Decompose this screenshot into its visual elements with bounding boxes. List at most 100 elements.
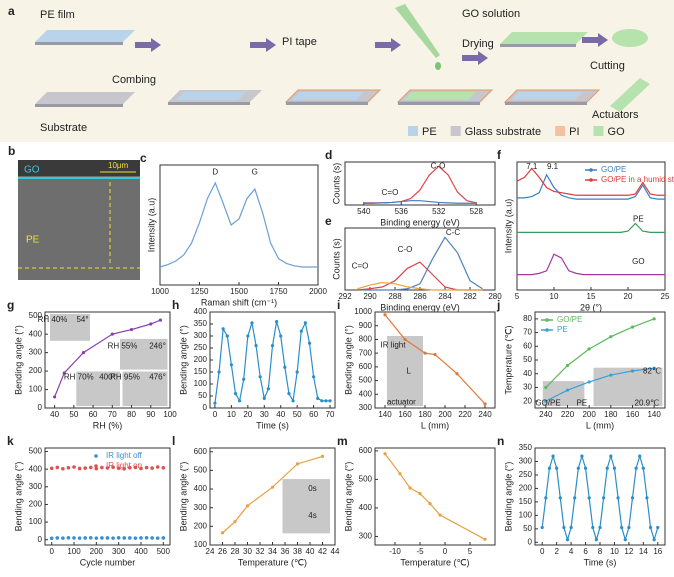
- chart: e 292 290 288 286 284 282 280 Binding energy (eV…: [325, 214, 502, 312]
- data-point: [558, 496, 562, 500]
- chart: n0 2 4 6 8 10 12 14 16050100150200250300350Time …: [497, 434, 666, 567]
- data-point: [569, 525, 573, 530]
- data-point: [307, 341, 312, 345]
- x-tick-label: 8: [598, 547, 603, 556]
- y-tick-label: 300: [29, 348, 43, 357]
- x-tick-label: 28: [231, 547, 240, 556]
- inset-image: [542, 381, 585, 407]
- data-point: [652, 538, 656, 542]
- inset-image: [50, 313, 90, 341]
- x-tick-label: 38: [293, 547, 302, 556]
- y-axis-label: Bending angle (°): [503, 462, 513, 532]
- data-point: [155, 465, 160, 469]
- chart: m -10 -5 0 5 300 400 500 600 Temperature (℃) Bendi…: [337, 434, 496, 567]
- y-tick-label: 40: [523, 369, 532, 378]
- annotation: C=O: [352, 262, 369, 271]
- annotation: IR light: [381, 341, 407, 350]
- chart: c 1000 1250 1500 1750 2000 Raman shift (cm⁻¹) I…: [140, 151, 327, 307]
- data-point: [605, 466, 609, 470]
- step-label: PI tape: [282, 36, 317, 48]
- data-point: [116, 535, 121, 540]
- x-tick-label: 30: [260, 410, 269, 419]
- x-tick-label: 36: [281, 547, 290, 556]
- sem-label: PE: [26, 235, 40, 246]
- data-point: [398, 472, 402, 476]
- data-point: [100, 536, 104, 540]
- x-axis-label: Binding energy (eV): [380, 302, 460, 312]
- legend-label: Glass substrate: [465, 126, 541, 138]
- chart: l 24 26 28 30 32 34 36 38 40 42 44 100 200 300 400 500 60…: [172, 434, 340, 567]
- y-axis-label: Intensity (a.u): [146, 198, 156, 253]
- x-axis-label: RH (%): [93, 420, 123, 430]
- data-point: [238, 399, 242, 403]
- y-tick-label: 500: [29, 311, 43, 320]
- data-point: [583, 466, 588, 470]
- data-point: [648, 525, 653, 530]
- data-point: [161, 465, 166, 470]
- drop: [435, 62, 441, 70]
- data-point: [565, 538, 570, 542]
- y-tick-label: 400: [29, 464, 43, 473]
- plot-frame: [344, 161, 496, 206]
- film: [404, 92, 476, 100]
- inset-image: [122, 371, 168, 407]
- annotation: 0s: [308, 484, 316, 493]
- x-axis-label: L (mm): [586, 420, 614, 430]
- data-point: [270, 344, 275, 348]
- y-axis-label: Counts (s): [331, 238, 341, 280]
- panel-label: f: [497, 148, 502, 162]
- x-tick-label: 14: [639, 547, 648, 556]
- x-tick-label: 160: [626, 410, 640, 419]
- panel-label: i: [337, 298, 340, 312]
- annotation: RH 55%: [108, 342, 138, 351]
- data-point: [408, 486, 412, 490]
- y-tick-label: 200: [194, 521, 208, 530]
- pipette: [395, 4, 440, 58]
- x-tick-label: 1750: [270, 287, 288, 296]
- data-point: [291, 399, 295, 403]
- x-tick-label: 100: [163, 410, 177, 419]
- data-point: [544, 496, 548, 500]
- data-point: [94, 466, 99, 471]
- data-point: [254, 344, 258, 348]
- legend-label: PE: [557, 325, 568, 334]
- data-point: [656, 525, 660, 530]
- data-point: [66, 535, 71, 540]
- plate: [500, 32, 588, 44]
- plot-frame: [44, 447, 171, 546]
- data-point: [383, 313, 387, 317]
- data-point: [49, 536, 54, 541]
- legend-label: GO/PE: [557, 315, 582, 324]
- data-point: [111, 536, 115, 540]
- legend-label: GO/PE in a humid state: [601, 175, 674, 184]
- panel-label: c: [140, 151, 147, 165]
- y-tick-label: 400: [194, 484, 208, 493]
- data-point: [242, 377, 246, 381]
- plot-frame: [44, 311, 171, 409]
- panel-a: a PE film Substrate Combing PI tape GO s…: [8, 4, 639, 134]
- panel-label: a: [8, 4, 15, 18]
- x-tick-label: 32: [256, 547, 265, 556]
- y-axis-label: Intensity (a.u): [503, 199, 513, 254]
- data-point: [275, 320, 279, 324]
- series-line: [222, 455, 323, 534]
- data-point: [128, 465, 132, 470]
- series-line: [214, 320, 331, 404]
- data-point: [555, 466, 559, 470]
- x-tick-label: 160: [398, 410, 412, 419]
- chart: k 0 100 200 300 400 500 0 100 200 300 400 500 Cycle n…: [7, 434, 171, 567]
- film: [511, 92, 583, 100]
- panel-label: j: [496, 298, 500, 312]
- data-point: [83, 466, 87, 470]
- data-point: [616, 496, 620, 500]
- x-tick-label: 220: [561, 410, 575, 419]
- data-point: [565, 388, 570, 392]
- data-point: [155, 536, 160, 540]
- inset-image: [282, 479, 330, 534]
- data-point: [580, 454, 584, 458]
- data-point: [158, 318, 162, 322]
- data-point: [128, 536, 132, 540]
- legend-label: IR light off: [106, 451, 143, 460]
- x-tick-label: 282: [463, 292, 477, 301]
- y-tick-label: 0: [528, 537, 533, 546]
